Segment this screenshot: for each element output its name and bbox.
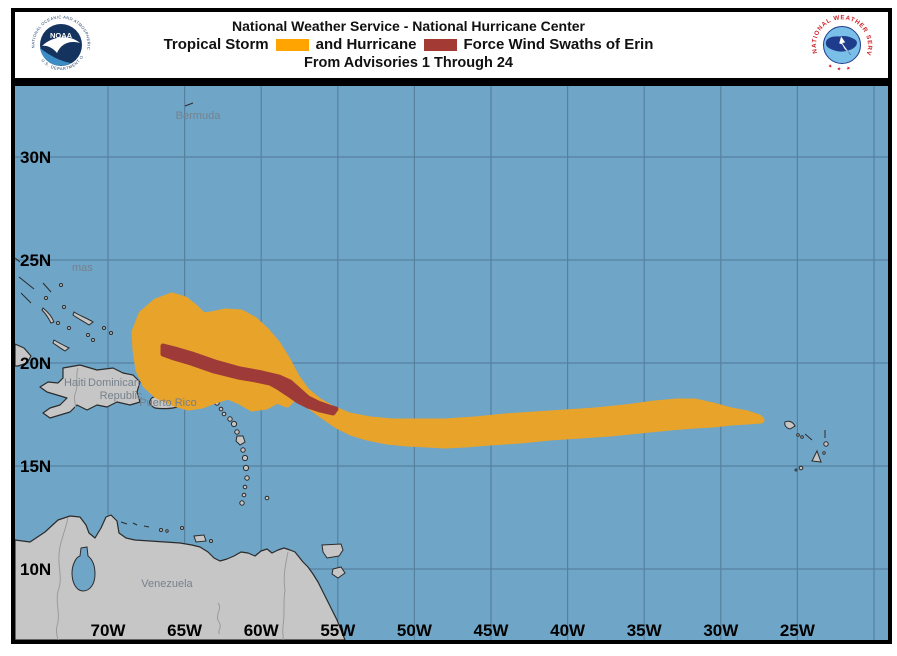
label-venezuela: Venezuela <box>141 578 193 590</box>
nws-stars-text: ★ ★ ★ <box>827 63 854 73</box>
lon-label-65w: 65W <box>167 621 203 640</box>
label-republic: Republic <box>100 390 143 402</box>
lat-label-30n: 30N <box>20 148 51 167</box>
header-titles: National Weather Service - National Hurr… <box>107 18 710 72</box>
bahamas-islands <box>15 257 113 352</box>
south-america-landmass <box>15 514 346 640</box>
lon-label-45w: 45W <box>474 621 510 640</box>
trinidad-island <box>321 543 344 559</box>
bermuda-island <box>184 102 194 107</box>
title-line3: From Advisories 1 Through 24 <box>304 55 513 71</box>
legend-tropical-storm-swatch <box>275 38 309 51</box>
lon-label-30w: 30W <box>703 621 739 640</box>
lon-label-40w: 40W <box>550 621 586 640</box>
lon-label-35w: 35W <box>627 621 663 640</box>
legend-suffix-label: Force Wind Swaths of Erin <box>463 36 654 53</box>
label-bermuda: Bermuda <box>176 110 222 122</box>
nws-logo: NATIONAL WEATHER SERVICE ★ ★ ★ <box>796 13 888 77</box>
cuba-tip <box>15 343 32 367</box>
label-bahamas-fragment: mas <box>72 262 93 274</box>
cape-verde-islands <box>784 420 829 472</box>
noaa-acronym: NOAA <box>50 31 73 40</box>
noaa-logo: NATIONAL OCEANIC AND ATMOSPHERIC ADMINIS… <box>15 15 107 75</box>
label-puerto-rico: Puerto Rico <box>139 397 196 409</box>
tobago-island <box>331 566 346 579</box>
lat-label-15n: 15N <box>20 457 51 476</box>
legend-tropical-storm-label: Tropical Storm <box>163 36 269 53</box>
legend-hurricane-swatch <box>423 38 457 51</box>
nws-logo-graphic: NATIONAL WEATHER SERVICE ★ ★ ★ <box>811 14 872 73</box>
lon-label-25w: 25W <box>780 621 816 640</box>
noaa-gull-icon <box>42 37 80 53</box>
map-panel: Bermuda mas Haiti Dominican Republic Pue… <box>11 82 892 644</box>
lat-label-20n: 20N <box>20 354 51 373</box>
lon-label-50w: 50W <box>397 621 433 640</box>
label-dominican: Dominican <box>88 377 140 389</box>
noaa-emblem-lightblue <box>40 48 71 66</box>
label-haiti: Haiti <box>64 377 86 389</box>
lake-maracaibo <box>71 546 96 592</box>
title-line1: National Weather Service - National Hurr… <box>232 18 585 34</box>
lon-label-70w: 70W <box>91 621 127 640</box>
hurricane-wind-swath <box>160 343 339 416</box>
place-labels: Bermuda mas Haiti Dominican Republic Pue… <box>64 110 221 590</box>
lon-label-60w: 60W <box>244 621 280 640</box>
header-banner: NATIONAL OCEANIC AND ATMOSPHERIC ADMINIS… <box>11 8 892 82</box>
title-line2-legend: Tropical Storm and Hurricane Force Wind … <box>107 35 710 54</box>
lon-label-55w: 55W <box>320 621 356 640</box>
lat-label-10n: 10N <box>20 560 51 579</box>
latitude-axis-labels: 30N 25N 20N 15N 10N <box>20 148 51 579</box>
legend-hurricane-label: and Hurricane <box>315 36 417 53</box>
lat-label-25n: 25N <box>20 251 51 270</box>
country-border-east <box>282 551 289 640</box>
haiti-dr-border <box>73 367 79 413</box>
hispaniola-island <box>39 364 141 419</box>
venezuela-offshore-islands <box>120 521 213 543</box>
map-canvas[interactable]: Bermuda mas Haiti Dominican Republic Pue… <box>15 86 888 640</box>
longitude-axis-labels: 70W 65W 60W 55W 50W 45W 40W 35W 30W 25W <box>91 621 816 640</box>
noaa-logo-graphic: NATIONAL OCEANIC AND ATMOSPHERIC ADMINIS… <box>31 15 91 74</box>
river-line <box>216 602 221 635</box>
nws-lightning-bolt-icon <box>838 35 852 56</box>
country-border-west <box>55 517 69 640</box>
